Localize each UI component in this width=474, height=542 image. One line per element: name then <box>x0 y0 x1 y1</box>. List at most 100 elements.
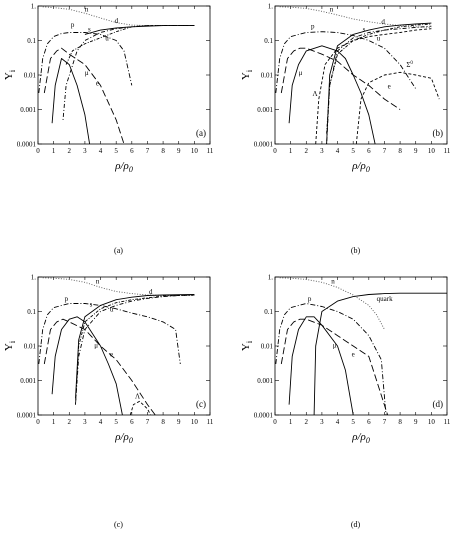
curve-label: n <box>85 5 89 13</box>
x-tick-label: 3 <box>320 418 324 426</box>
x-tick-label: 8 <box>161 147 165 155</box>
y-axis-label: Yi <box>3 69 17 80</box>
y-tick-label: 0.01 <box>261 343 274 351</box>
x-tick-label: 6 <box>130 418 134 426</box>
series-line <box>313 292 447 415</box>
y-tick-label: 0.001 <box>20 106 36 114</box>
x-tick-label: 9 <box>414 418 418 426</box>
x-tick-label: 5 <box>114 147 118 155</box>
x-axis-label: ρ/ρ0 <box>351 431 370 445</box>
panel-label: (b) <box>433 128 444 138</box>
curve-label: e <box>388 83 391 91</box>
series-line <box>279 6 432 28</box>
series-line <box>355 71 440 144</box>
series-line <box>315 28 432 144</box>
chart-panel: 0 1 2 3 4 5 6 7 8 9 10 11 0.0001 0.001 0.01 0.1 1. ρ/ρ0 Yi… <box>3 274 214 446</box>
series-line <box>326 25 432 144</box>
curve-label: u <box>105 35 109 43</box>
panel-caption: (c) <box>114 520 123 529</box>
curve-label: e <box>96 79 99 87</box>
x-tick-label: 7 <box>146 147 150 155</box>
curve-label: s <box>90 300 93 308</box>
series-line <box>326 22 432 144</box>
curve-label: μ <box>333 342 337 350</box>
x-tick-label: 11 <box>207 418 214 426</box>
curve-label: s <box>363 26 366 34</box>
series-group <box>275 277 447 415</box>
y-tick-label: 0.01 <box>24 72 37 80</box>
series-line <box>288 316 354 415</box>
y-tick-label: 1. <box>31 274 37 282</box>
series-line <box>129 400 152 415</box>
curve-label: p <box>308 295 312 303</box>
x-tick-label: 2 <box>305 418 309 426</box>
chart-panel: 0 1 2 3 4 5 6 7 8 9 10 11 0.0001 0.001 0.01 0.1 1. ρ/ρ0 Yi… <box>240 274 451 446</box>
x-tick-label: 7 <box>146 418 150 426</box>
panel-label: (d) <box>433 399 444 409</box>
x-tick-label: 0 <box>273 147 277 155</box>
x-tick-label: 10 <box>428 418 436 426</box>
series-line <box>84 25 195 35</box>
series-line <box>75 294 195 399</box>
panel-caption: (a) <box>114 246 123 255</box>
curve-label: s <box>88 26 91 34</box>
series-group <box>38 6 195 144</box>
series-line <box>75 294 195 405</box>
x-tick-label: 1 <box>52 418 56 426</box>
x-tick-label: 6 <box>367 147 371 155</box>
chart-panel: 0 1 2 3 4 5 6 7 8 9 10 11 0.0001 0.001 0.01 0.1 1. ρ/ρ0 Yi… <box>240 3 451 175</box>
series-line <box>279 277 385 330</box>
panel-caption: (d) <box>350 520 361 529</box>
x-tick-label: 11 <box>444 418 451 426</box>
x-tick-label: 5 <box>351 418 355 426</box>
series-line <box>275 303 387 415</box>
series-line <box>42 6 195 27</box>
series-line <box>38 32 133 94</box>
x-tick-label: 5 <box>114 418 118 426</box>
y-tick-label: 1. <box>31 3 37 11</box>
curve-label: u <box>377 35 381 43</box>
y-tick-label: 0.1 <box>264 308 273 316</box>
chart-panel: 0 1 2 3 4 5 6 7 8 9 10 11 0.0001 0.001 0.01 0.1 1. ρ/ρ0 Yi… <box>3 3 214 175</box>
x-tick-label: 1 <box>52 147 56 155</box>
x-axis-label: ρ/ρ0 <box>114 160 133 174</box>
x-tick-label: 11 <box>444 147 451 155</box>
series-line <box>51 58 91 144</box>
x-tick-label: 10 <box>191 418 199 426</box>
curve-label: μ <box>94 342 98 350</box>
curve-label: μ <box>298 69 302 77</box>
x-tick-label: 8 <box>398 418 402 426</box>
curve-label: d <box>149 288 153 296</box>
x-tick-label: 2 <box>68 418 72 426</box>
y-tick-label: 0.001 <box>257 106 273 114</box>
x-tick-label: 4 <box>336 418 340 426</box>
x-axis-label: ρ/ρ0 <box>351 160 370 174</box>
y-tick-label: 0.01 <box>261 72 274 80</box>
x-tick-label: 2 <box>68 147 72 155</box>
x-tick-label: 9 <box>414 147 418 155</box>
x-tick-label: 0 <box>36 418 40 426</box>
x-tick-label: 8 <box>161 418 165 426</box>
curve-label: e <box>110 350 113 358</box>
x-tick-label: 0 <box>36 147 40 155</box>
curve-label: Λ <box>135 393 140 401</box>
series-line <box>75 294 195 405</box>
x-axis-label: ρ/ρ0 <box>114 431 133 445</box>
plot-frame <box>37 5 211 145</box>
curve-label: u <box>110 306 114 314</box>
curve-label: p <box>71 21 75 29</box>
series-group <box>38 277 195 415</box>
x-tick-label: 10 <box>191 147 199 155</box>
series-line <box>275 31 417 94</box>
y-tick-label: 0.001 <box>20 377 36 385</box>
series-line <box>51 316 123 415</box>
x-tick-label: 6 <box>130 147 134 155</box>
x-tick-label: 0 <box>273 418 277 426</box>
x-tick-label: 11 <box>207 147 214 155</box>
x-tick-label: 3 <box>320 147 324 155</box>
x-tick-label: 7 <box>383 418 387 426</box>
y-tick-label: 1. <box>268 3 274 11</box>
y-axis-label: Yi <box>3 340 17 351</box>
curve-label: d <box>115 17 119 25</box>
